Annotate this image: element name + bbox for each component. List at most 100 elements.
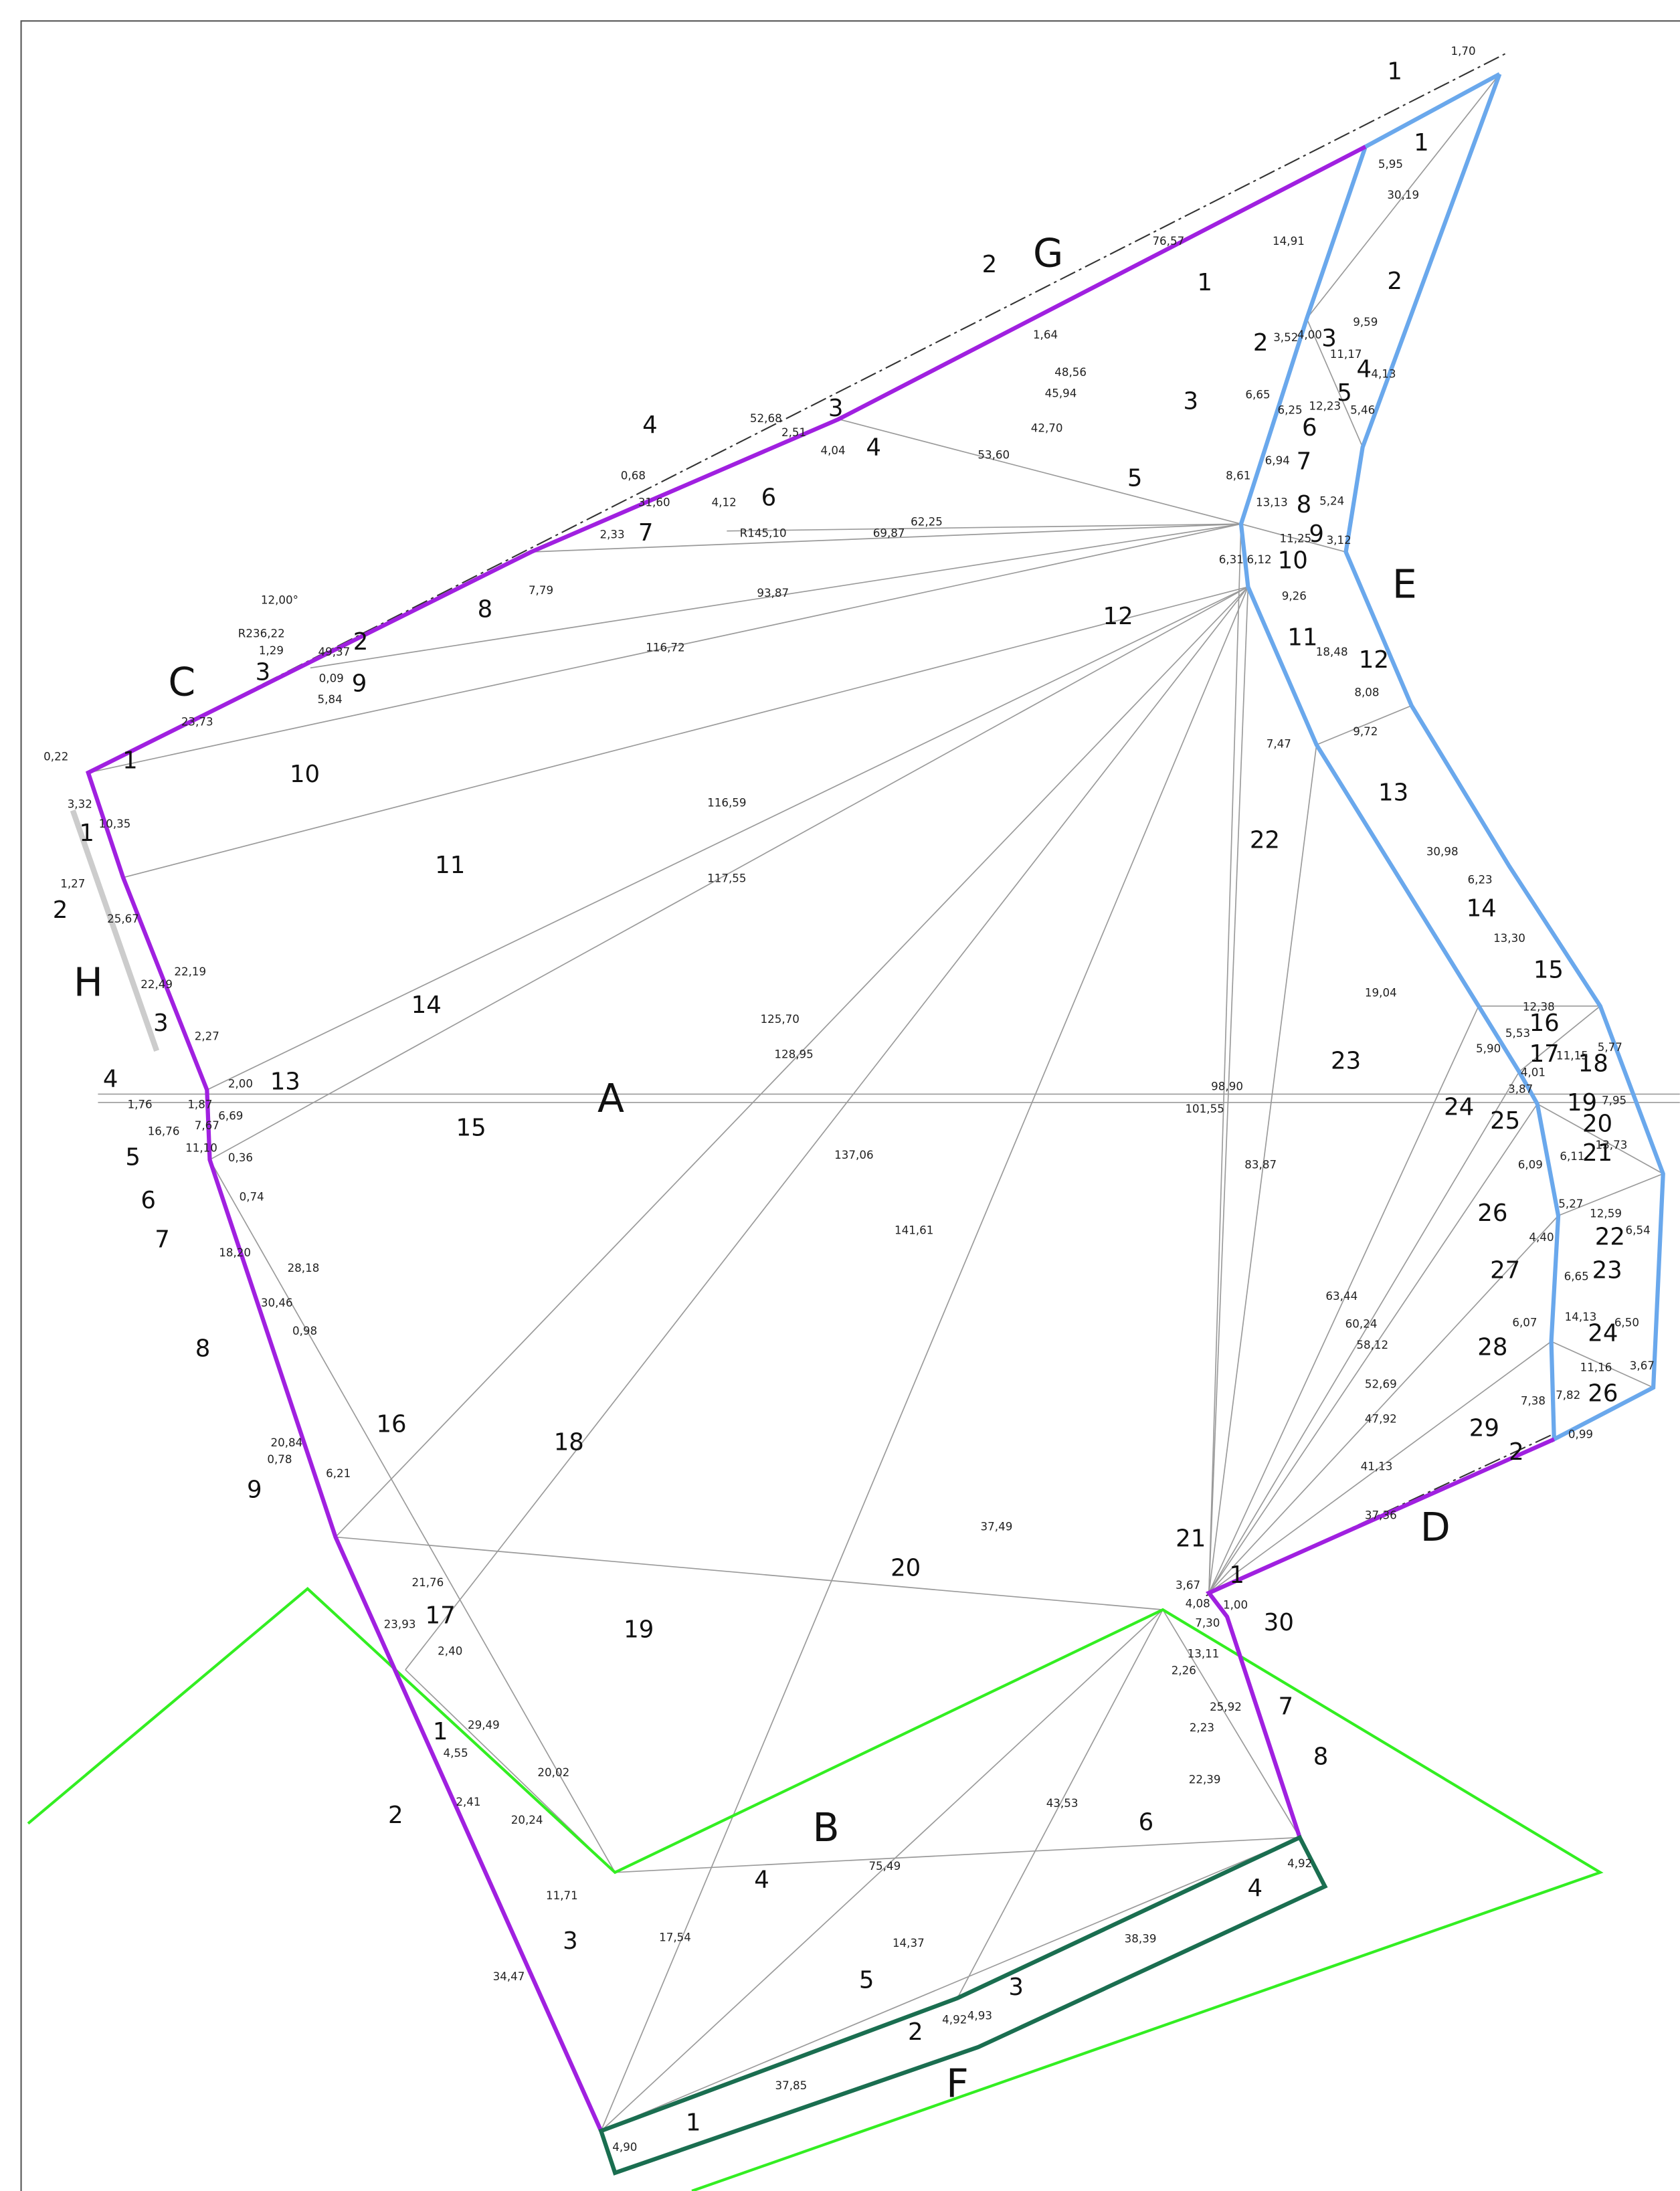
- dimension-label: 62,25: [911, 515, 943, 529]
- dimension-label: 2,23: [1190, 1721, 1214, 1734]
- dimension-label: 7,95: [1602, 1093, 1626, 1107]
- zone-number: 10: [1278, 547, 1308, 575]
- zone-number: 8: [195, 1335, 211, 1363]
- zone-number: 2: [908, 2018, 923, 2046]
- zone-number: 14: [411, 991, 442, 1019]
- purple-line: [88, 147, 1366, 2131]
- zone-number: 2: [982, 251, 998, 278]
- dimension-label: 47,92: [1365, 1412, 1397, 1426]
- zone-number: 2: [353, 628, 369, 656]
- zone-number: 23: [1331, 1047, 1361, 1074]
- zone-number: 1: [1197, 269, 1212, 296]
- dimension-label: 37,36: [1365, 1509, 1397, 1522]
- dimension-label: 9,59: [1353, 315, 1378, 328]
- dimension-label: 0,99: [1568, 1428, 1593, 1441]
- dimension-label: 20,84: [271, 1436, 303, 1449]
- dimension-label: 12,23: [1309, 399, 1341, 412]
- dimension-label: 48,56: [1054, 365, 1087, 379]
- dimension-label: 1,27: [60, 877, 85, 890]
- dimension-label: 5,27: [1558, 1197, 1583, 1210]
- dimension-label: 43,53: [1046, 1796, 1079, 1810]
- dimension-label: 7,38: [1521, 1394, 1546, 1407]
- dimension-label: 22,39: [1189, 1772, 1221, 1786]
- zone-number: 4: [1248, 1875, 1263, 1902]
- zone-number: 24: [1444, 1093, 1474, 1121]
- dimension-label: 6,50: [1614, 1315, 1639, 1329]
- dimension-label: 28,18: [288, 1261, 320, 1274]
- zone-number: 14: [1467, 895, 1497, 923]
- dimension-label: 16,76: [148, 1124, 180, 1137]
- dimension-label: 1,29: [259, 644, 284, 657]
- dimension-label: 20,24: [511, 1813, 543, 1826]
- zone-number: 8: [1313, 1743, 1329, 1771]
- dimension-label: 4,08: [1186, 1596, 1210, 1610]
- dimension-label: 2,26: [1172, 1664, 1196, 1677]
- zone-number: 23: [1592, 1257, 1622, 1284]
- zone-number: 20: [1582, 1110, 1612, 1137]
- dimension-label: 23,73: [181, 715, 213, 728]
- dimension-label: 1,00: [1223, 1598, 1248, 1611]
- dimension-label: 0,68: [621, 469, 646, 482]
- zone-number: 6: [1302, 414, 1317, 442]
- dimension-label: 6,69: [218, 1109, 243, 1122]
- dimension-label: 6,54: [1626, 1224, 1651, 1237]
- dimension-label: 17,54: [659, 1930, 691, 1943]
- zone-number: 3: [563, 1927, 578, 1955]
- frame: [21, 21, 1680, 2191]
- zone-number: 2: [1509, 1438, 1524, 1466]
- section-letter: B: [813, 1805, 840, 1850]
- dimension-label: 14,91: [1273, 234, 1305, 248]
- section-letter: C: [168, 660, 195, 705]
- dimension-label: 4,04: [820, 444, 845, 457]
- zone-number: 1: [79, 820, 94, 847]
- zone-number: 1: [122, 747, 138, 774]
- section-letter: E: [1392, 561, 1417, 607]
- dimension-label: 117,55: [707, 871, 746, 884]
- dimension-label: 3,52: [1273, 330, 1298, 344]
- dimension-label: 4,92: [1287, 1856, 1312, 1870]
- dimension-label: 7,67: [195, 1119, 219, 1132]
- dimension-label: 42,70: [1031, 421, 1063, 435]
- dimension-label: 58,12: [1356, 1338, 1388, 1351]
- dimension-label: 11,71: [546, 1889, 578, 1902]
- section-letter: F: [946, 2061, 969, 2106]
- dimension-label: 6,11: [1560, 1149, 1584, 1163]
- zone-number: 5: [859, 1967, 874, 1994]
- dimension-label: 6,09: [1518, 1157, 1543, 1171]
- zone-number: 7: [1278, 1693, 1293, 1720]
- zone-number: 27: [1490, 1257, 1520, 1284]
- zone-number: 25: [1490, 1107, 1520, 1135]
- dimension-label: 7,82: [1556, 1388, 1580, 1402]
- dimension-label: 14,13: [1565, 1310, 1597, 1323]
- zone-number: 6: [761, 484, 777, 512]
- dimension-label: 45,94: [1045, 386, 1077, 399]
- dimension-label: 125,70: [760, 1012, 799, 1026]
- dimension-label: 7,47: [1267, 737, 1291, 751]
- dimension-label: 2,40: [438, 1644, 462, 1657]
- zone-number: 17: [1529, 1040, 1560, 1068]
- zone-number: 18: [554, 1429, 584, 1456]
- zone-number: 7: [1297, 448, 1312, 475]
- zone-number: 1: [433, 1718, 448, 1745]
- dimension-label: 4,00: [1297, 328, 1322, 341]
- dimension-label: 25,92: [1210, 1700, 1242, 1713]
- dimension-label: 8,08: [1354, 685, 1379, 698]
- dimension-label: 76,57: [1152, 234, 1184, 248]
- dimension-label: 9,72: [1353, 725, 1378, 738]
- zone-number: 22: [1595, 1224, 1625, 1251]
- zone-number: 2: [1253, 329, 1269, 357]
- zone-number: 17: [426, 1602, 456, 1630]
- dimension-label: 4,92: [942, 2013, 967, 2026]
- zone-number: 10: [290, 761, 320, 788]
- dimension-label: 29,49: [468, 1718, 500, 1731]
- purple-line-d: [1209, 1439, 1554, 1837]
- dimension-label: 3,87: [1508, 1082, 1533, 1096]
- dimension-label: 83,87: [1244, 1157, 1277, 1171]
- dimension-label: 37,49: [981, 1519, 1013, 1533]
- dimension-label: 6,65: [1245, 388, 1270, 401]
- zone-number: 8: [1297, 491, 1312, 518]
- dimension-label: 137,06: [834, 1148, 873, 1161]
- dimension-label: 22,19: [174, 965, 206, 978]
- dimension-label: 25,67: [107, 912, 139, 925]
- dimension-label: 128,95: [774, 1047, 813, 1060]
